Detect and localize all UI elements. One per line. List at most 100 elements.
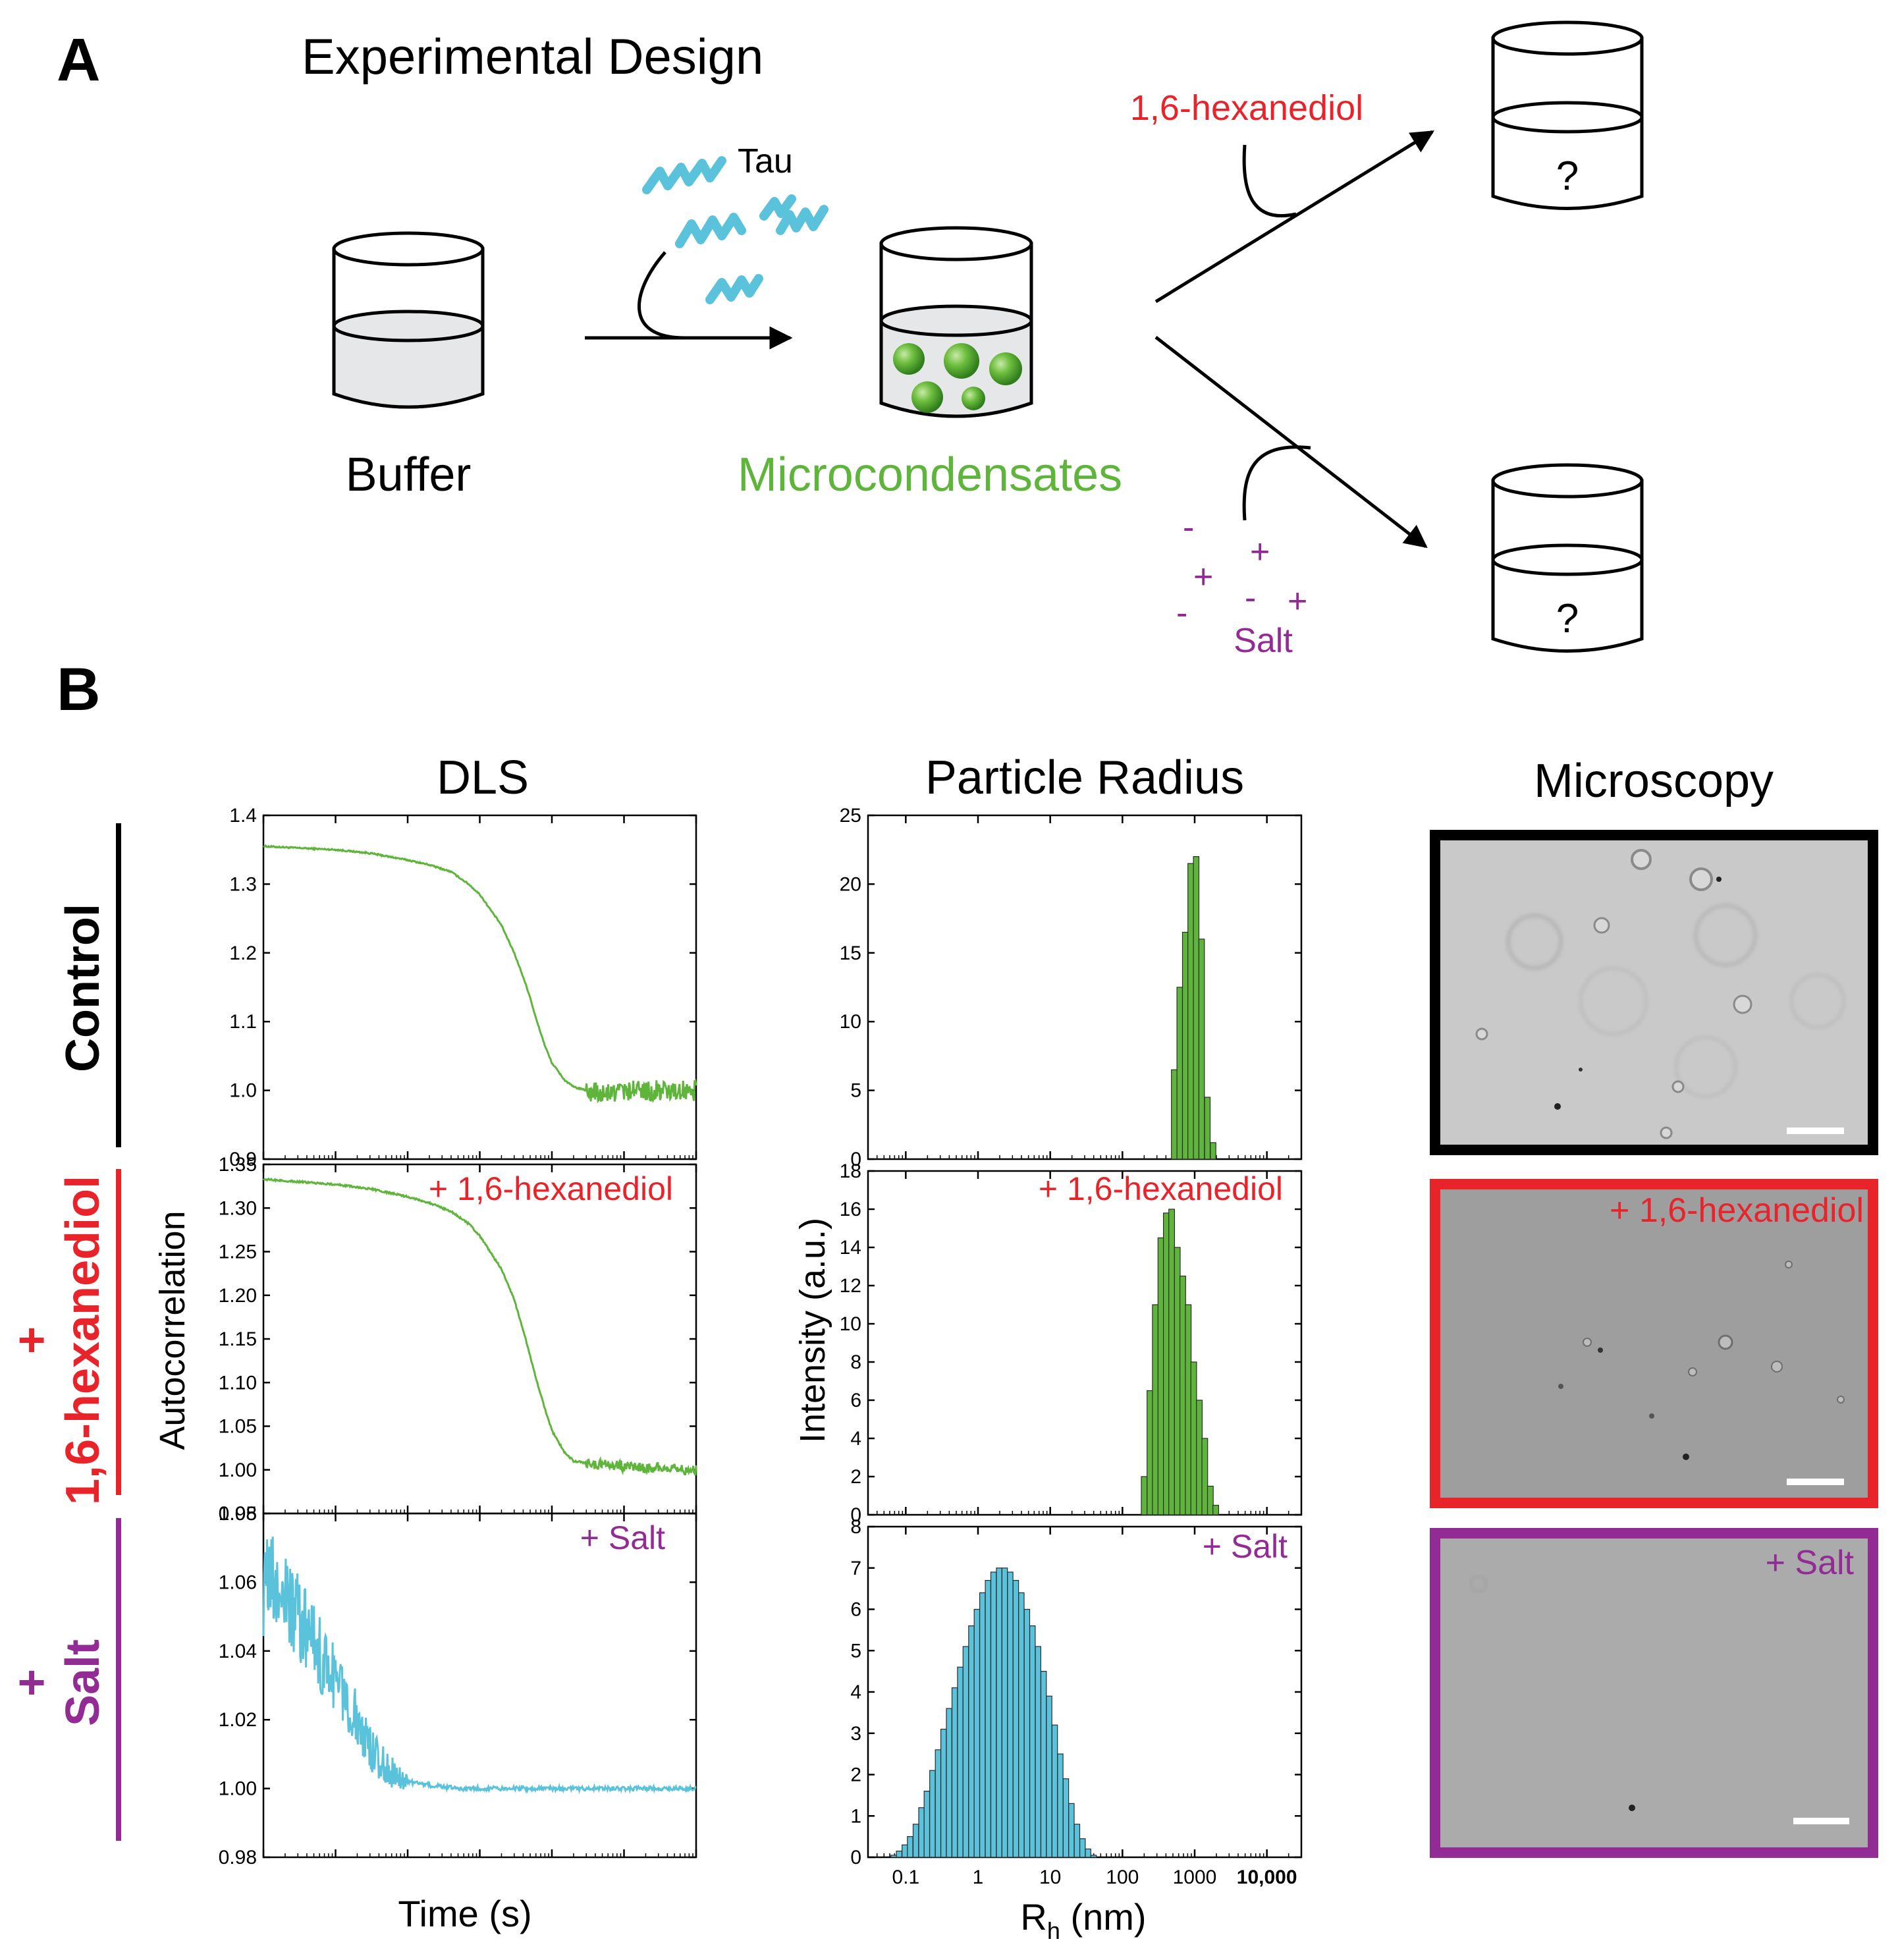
histogram-bar xyxy=(1157,1237,1164,1515)
y-tick-label: 25 xyxy=(840,805,861,827)
y-tick-label: 8 xyxy=(850,1516,861,1538)
radius-title: Particle Radius xyxy=(925,751,1244,804)
result-beaker-hexanediol xyxy=(1491,20,1644,210)
histogram-bar xyxy=(1023,1608,1031,1858)
tau-arrow-hook xyxy=(638,251,686,340)
histogram-bar xyxy=(946,1708,952,1858)
histogram-bar xyxy=(929,1770,936,1858)
y-tick-label: 1.4 xyxy=(229,805,257,827)
histogram-bar xyxy=(1046,1695,1052,1858)
salt-label: Salt xyxy=(1234,622,1293,660)
histogram-bar xyxy=(1210,1142,1216,1160)
y-tick-label: 18 xyxy=(840,1160,861,1182)
droplet xyxy=(1683,1454,1689,1460)
y-tick-label: 1.0 xyxy=(229,1080,257,1102)
row-label-salt: Salt xyxy=(57,1639,109,1726)
histogram-bar xyxy=(1085,1848,1091,1858)
ion-sign: - xyxy=(1245,579,1256,617)
histogram-bar xyxy=(923,1791,931,1858)
y-tick-label: 0 xyxy=(850,1504,861,1526)
y-tick-label: 1 xyxy=(850,1805,861,1827)
droplet xyxy=(1558,1384,1563,1389)
y-tick-label: 1.25 xyxy=(219,1241,257,1263)
histogram-bar xyxy=(985,1580,991,1858)
histogram-bar xyxy=(1007,1571,1014,1858)
histogram-bar xyxy=(1204,1097,1211,1160)
histogram-bar xyxy=(1147,1390,1153,1515)
histogram-bar xyxy=(902,1844,908,1858)
y-tick-label: 1.30 xyxy=(219,1197,257,1219)
condensate-sphere xyxy=(911,381,943,413)
microscopy-annotation-hexanediol: + 1,6-hexanediol xyxy=(1610,1191,1864,1230)
x-tick-label: 1000 xyxy=(1173,1866,1217,1888)
histogram-bar xyxy=(1212,1504,1219,1515)
panel-a-title: Experimental Design xyxy=(302,29,763,85)
plot-frame xyxy=(867,1170,1303,1516)
histogram-bar xyxy=(1201,1438,1208,1515)
histogram-bar xyxy=(1001,1567,1008,1858)
dls-annotation-salt: + Salt xyxy=(580,1519,665,1556)
y-tick-label: 1.06 xyxy=(219,1571,257,1593)
plot-frame xyxy=(867,814,1303,1160)
row-label-salt-plus: + xyxy=(5,1669,58,1697)
histogram-bar xyxy=(1079,1838,1086,1858)
y-tick-label: 16 xyxy=(840,1199,861,1220)
condensate-sphere xyxy=(893,343,925,375)
x-tick-label: 10 xyxy=(1039,1866,1061,1888)
droplet xyxy=(1554,1103,1561,1110)
salt-arrow xyxy=(1154,336,1428,549)
y-tick-label: 1.00 xyxy=(219,1459,257,1481)
dls-chart-control: 0.9 1.0 1.1 1.2 1.3 1.4 xyxy=(229,805,697,1170)
histogram-bar xyxy=(968,1625,975,1858)
x-tick-label: 0.1 xyxy=(892,1866,919,1888)
panel-b-letter: B xyxy=(57,656,100,723)
histogram-bar xyxy=(1090,1855,1097,1858)
histogram-bar xyxy=(912,1824,919,1858)
histogram-bar xyxy=(940,1728,947,1858)
row-label-hexanediol: 1,6-hexanediol xyxy=(57,1176,109,1505)
histogram-bar xyxy=(1162,1212,1170,1515)
plot-frame xyxy=(262,814,697,1160)
y-tick-label: 4 xyxy=(850,1681,861,1703)
question-mark-bottom: ? xyxy=(1556,596,1579,641)
radius-chart-hexanediol: 0 2 4 6 8 10 12 14 16 18 xyxy=(840,1160,1303,1526)
hexanediol-label: 1,6-hexanediol xyxy=(1130,88,1363,128)
condensate-sphere xyxy=(989,352,1022,385)
histogram-bar xyxy=(1035,1646,1041,1858)
droplet xyxy=(1660,1126,1673,1139)
y-tick-label: 4 xyxy=(850,1428,861,1450)
histogram-bar xyxy=(1196,1400,1203,1515)
droplet xyxy=(1733,994,1752,1014)
y-tick-label: 1.3 xyxy=(229,873,257,895)
histogram-bar xyxy=(1040,1671,1047,1858)
y-tick-label: 1.02 xyxy=(219,1709,257,1731)
panel-a-letter: A xyxy=(57,26,100,94)
row-label-hex-plus: + xyxy=(5,1326,58,1354)
y-tick-label: 3 xyxy=(850,1723,861,1745)
hexanediol-arrow xyxy=(1154,130,1434,304)
y-tick-label: 5 xyxy=(850,1640,861,1662)
histogram-bar xyxy=(1176,987,1183,1160)
histogram-bar xyxy=(1168,1209,1175,1515)
micrograph-texture xyxy=(1506,904,1846,1099)
histogram-bar xyxy=(951,1687,958,1858)
histogram-bar xyxy=(1018,1592,1025,1858)
microcondensates-beaker xyxy=(879,226,1033,418)
histogram-bar xyxy=(1198,939,1205,1160)
droplet xyxy=(1598,1348,1603,1353)
microscopy-image-salt: + Salt xyxy=(1430,1528,1878,1858)
dls-title: DLS xyxy=(437,751,529,804)
panel-b: B DLS Particle Radius Microscopy Control… xyxy=(5,656,1878,1944)
droplet xyxy=(1593,917,1610,934)
histogram-bar xyxy=(979,1592,986,1858)
result-beaker-salt xyxy=(1491,463,1644,653)
histogram-bar xyxy=(1171,1069,1178,1160)
microcondensates-label: Microcondensates xyxy=(738,449,1122,501)
y-tick-label: 1.05 xyxy=(219,1416,257,1438)
histogram-bar xyxy=(1012,1580,1019,1858)
histogram-bar xyxy=(1187,863,1194,1160)
histogram-bar xyxy=(1193,856,1200,1160)
y-tick-label: 2 xyxy=(850,1764,861,1786)
y-tick-label: 5 xyxy=(850,1080,861,1102)
hexanediol-arrow-hook xyxy=(1242,144,1297,218)
